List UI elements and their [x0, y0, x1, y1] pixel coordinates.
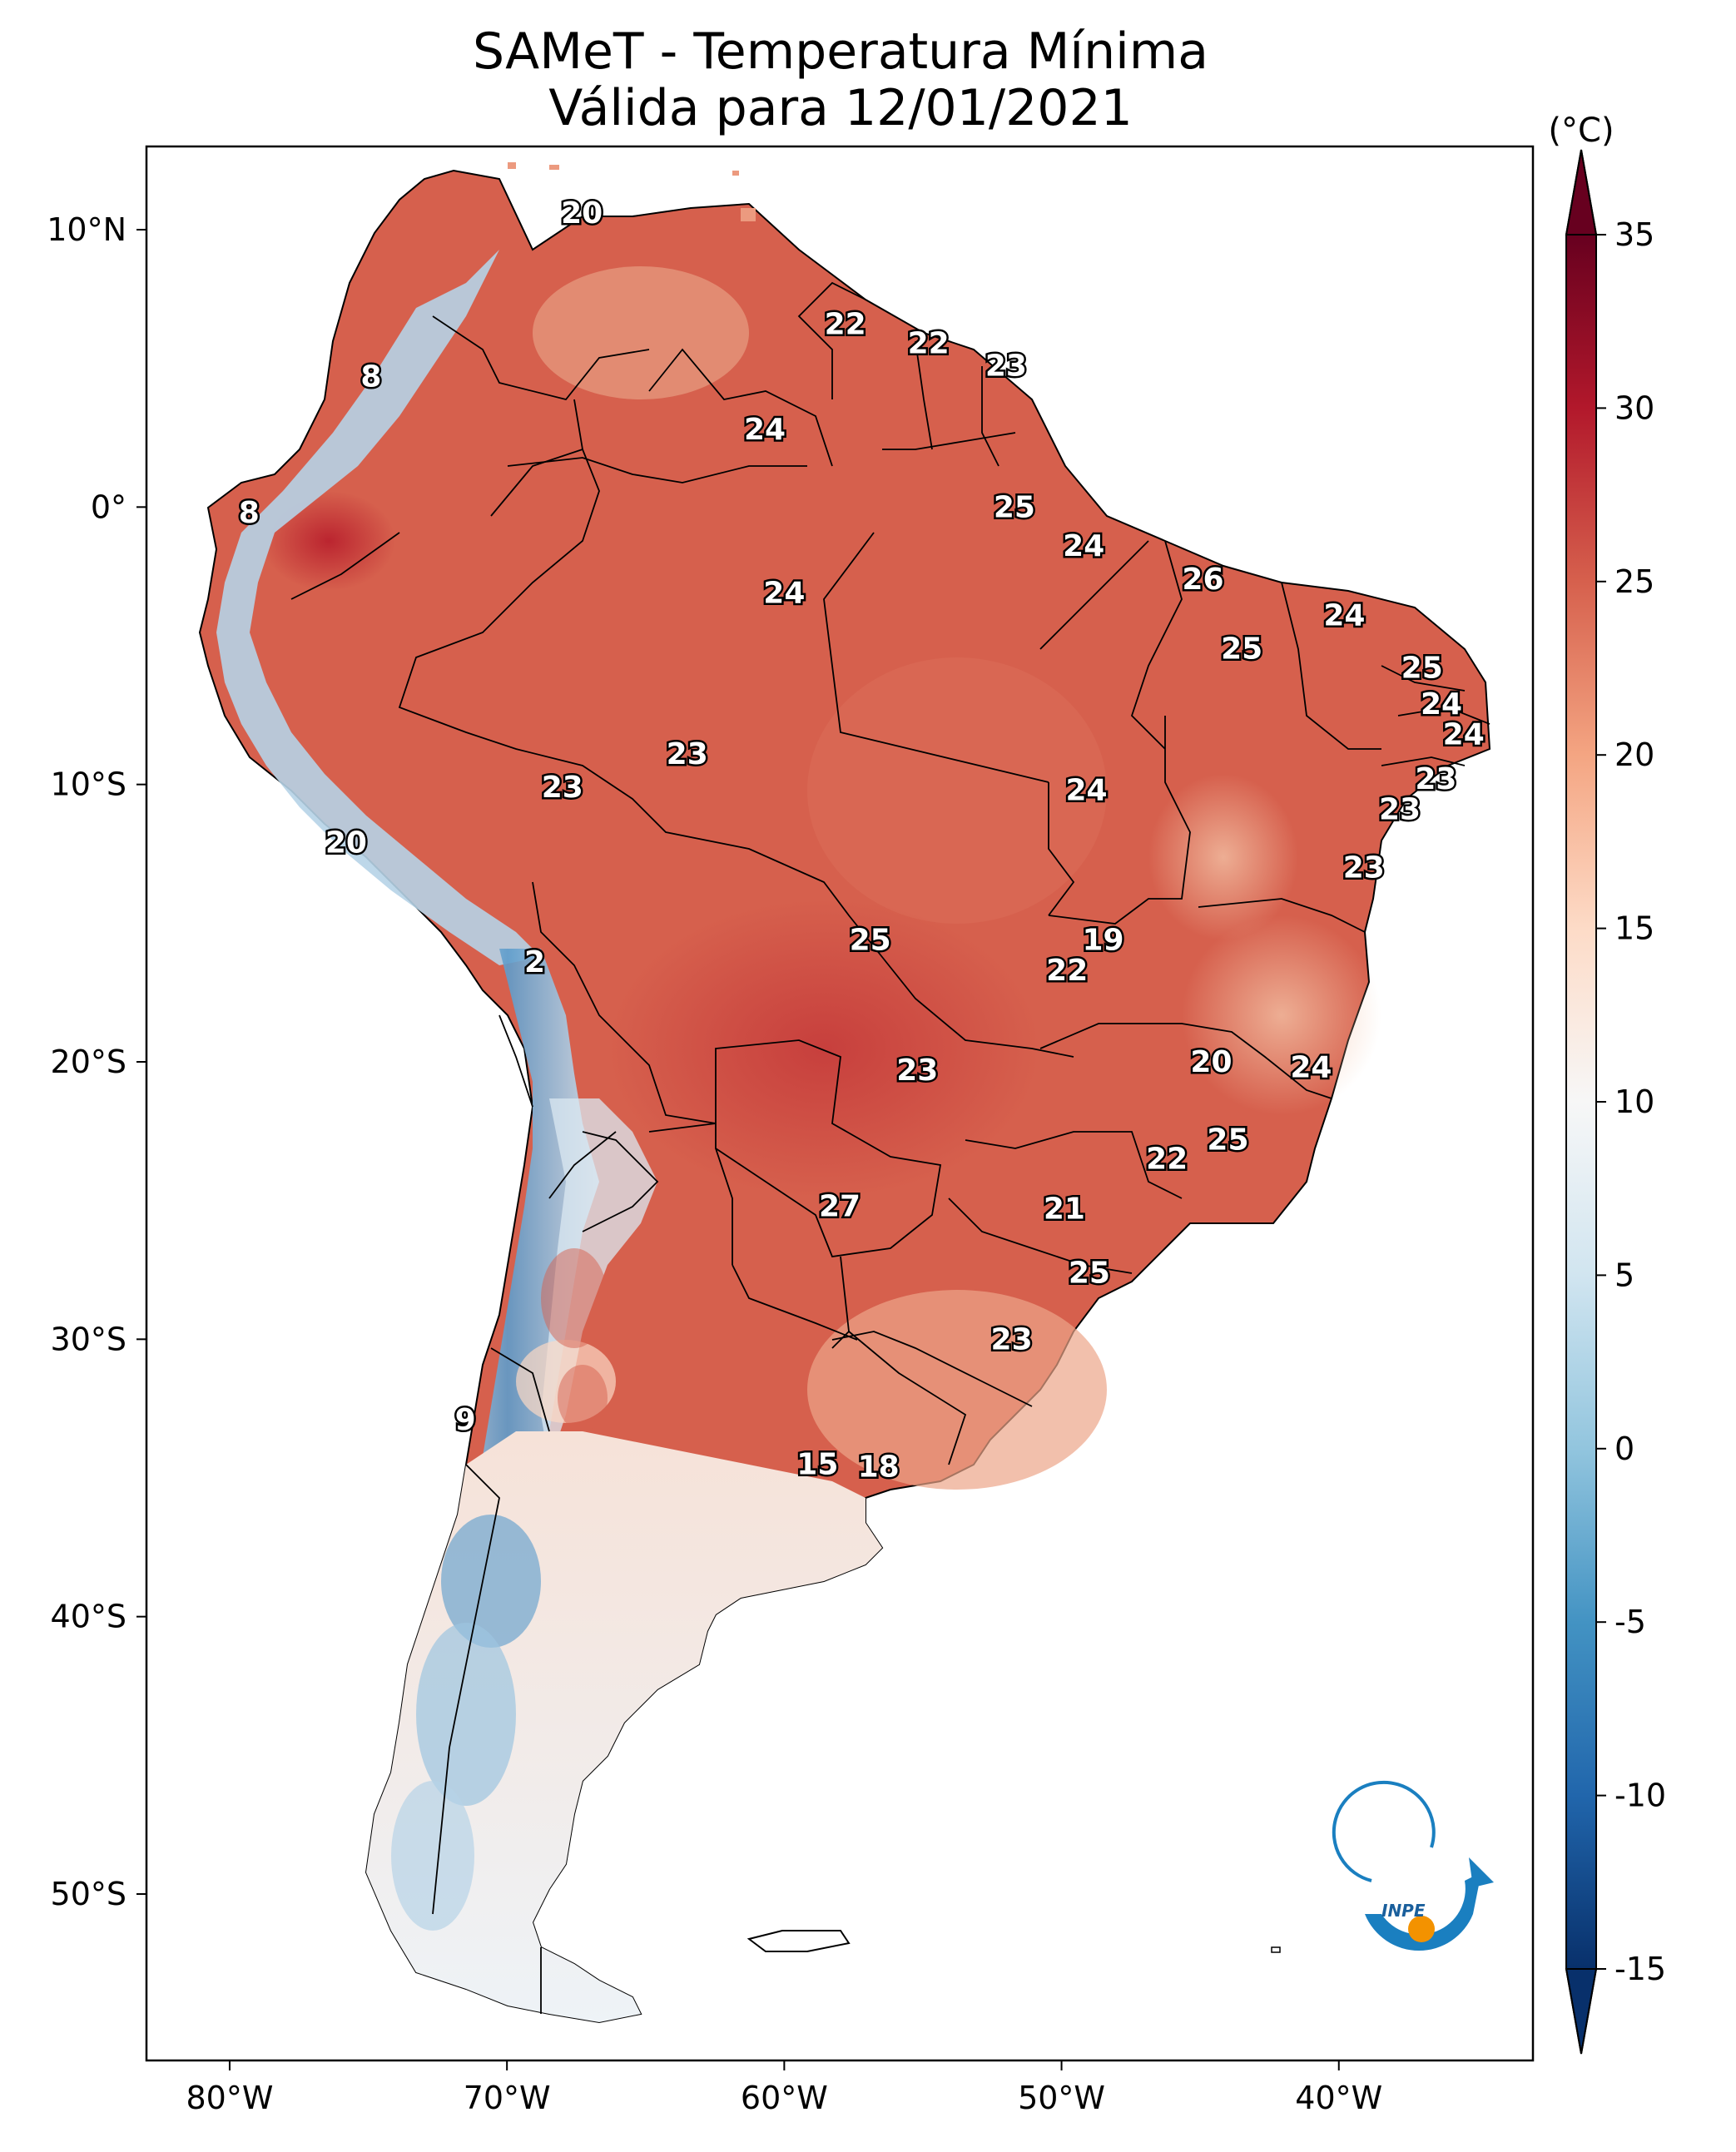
temperature-value-label: 23 — [667, 737, 708, 771]
temperature-value-label: 25 — [1401, 652, 1443, 686]
temperature-value-label: 24 — [1421, 687, 1462, 721]
colorbar-unit: (°C) — [1548, 112, 1614, 150]
longitude-axis: 80°W 70°W 60°W 50°W 40°W — [186, 2060, 1382, 2116]
temperature-value-label: 25 — [1207, 1123, 1248, 1157]
temperature-value-label: 24 — [1443, 718, 1485, 752]
temperature-value-label: 22 — [825, 307, 866, 341]
colorbar-tick-label: -10 — [1614, 1778, 1666, 1814]
temperature-value-label: 24 — [1063, 529, 1104, 563]
colorbar-tick-label: 5 — [1614, 1257, 1634, 1293]
temperature-value-label: 25 — [1069, 1256, 1110, 1290]
colorbar-tick-label: 20 — [1614, 736, 1654, 773]
colorbar-body — [1566, 235, 1596, 1969]
latitude-axis: 10°N 0° 10°S 20°S 30°S 40°S 50°S — [47, 211, 146, 1912]
colorbar-min-triangle — [1565, 1968, 1598, 2055]
logo-text: INPE — [1381, 1901, 1426, 1921]
temperature-value-label: 25 — [850, 923, 891, 957]
lon-tick-label: 40°W — [1295, 2080, 1382, 2116]
temperature-value-label: 8 — [239, 496, 260, 530]
lon-tick-label: 50°W — [1018, 2080, 1105, 2116]
temperature-value-label: 2 — [524, 945, 545, 979]
temperature-value-label: 18 — [858, 1450, 900, 1485]
temperature-value-label: 23 — [896, 1054, 938, 1088]
colorbar-max-triangle — [1565, 149, 1598, 236]
temperature-value-label: 24 — [763, 577, 805, 611]
colorbar-tick-label: -5 — [1614, 1604, 1646, 1640]
temperature-value-label: 25 — [1221, 632, 1262, 666]
temperature-value-label: 23 — [1415, 762, 1456, 796]
colorbar-tick-label: 25 — [1614, 563, 1654, 600]
colorbar-tick-label: 0 — [1614, 1431, 1634, 1467]
lat-tick-label: 20°S — [51, 1044, 126, 1080]
temperature-value-label: 19 — [1082, 923, 1123, 957]
title-line-1: SAMeT - Temperatura Mínima — [472, 22, 1209, 81]
lat-tick-label: 30°S — [51, 1321, 126, 1357]
temperature-value-label: 21 — [1044, 1193, 1085, 1227]
temperature-value-label: 20 — [561, 196, 603, 231]
logo-arrow-icon — [1365, 1872, 1481, 1951]
temperature-value-label: 24 — [1323, 598, 1365, 632]
lat-tick-label: 10°N — [47, 211, 126, 248]
temperature-value-label: 24 — [744, 413, 786, 447]
temperature-value-label: 9 — [455, 1403, 476, 1437]
lat-tick-label: 10°S — [51, 766, 126, 803]
andes-north-cold — [216, 250, 541, 965]
temperature-value-label: 26 — [1182, 563, 1223, 597]
lat-tick-label: 0° — [91, 488, 126, 525]
colorbar-tick-label: -15 — [1614, 1951, 1666, 1987]
temperature-value-label: 25 — [994, 490, 1035, 524]
temperature-value-label: 22 — [908, 327, 950, 361]
lat-tick-label: 40°S — [51, 1599, 126, 1635]
temperature-value-label: 24 — [1065, 773, 1107, 807]
temperature-value-label: 23 — [985, 349, 1027, 383]
map-title: SAMeT - Temperatura Mínima Válida para 1… — [146, 23, 1535, 136]
temperature-value-label: 20 — [1190, 1045, 1232, 1079]
colorbar-tick-label: 35 — [1614, 216, 1654, 253]
colorbar-tick-label: 15 — [1614, 910, 1654, 947]
temperature-value-label: 23 — [991, 1322, 1033, 1356]
map-frame — [145, 145, 1535, 2062]
temperature-value-label: 20 — [325, 826, 367, 860]
colorbar: 35 30 25 20 15 10 5 0 -5 -10 -15 (°C) — [1548, 112, 1666, 2055]
inpe-logo: INPE — [1332, 1780, 1494, 1951]
temperature-value-label: 22 — [1146, 1143, 1188, 1177]
lat-tick-label: 50°S — [51, 1876, 126, 1912]
temperature-value-label: 24 — [1290, 1051, 1332, 1085]
temperature-value-label: 22 — [1046, 954, 1088, 988]
temperature-value-label: 8 — [360, 360, 381, 394]
temperature-value-label: 27 — [819, 1189, 861, 1223]
colorbar-tick-label: 10 — [1614, 1083, 1654, 1120]
logo-dot-icon — [1408, 1916, 1435, 1942]
lon-tick-label: 70°W — [464, 2080, 551, 2116]
title-line-2: Válida para 12/01/2021 — [548, 79, 1133, 137]
temperature-value-label: 23 — [1379, 793, 1421, 827]
lon-tick-label: 60°W — [741, 2080, 828, 2116]
colorbar-tick-label: 30 — [1614, 389, 1654, 426]
temperature-value-label: 23 — [542, 771, 583, 805]
continent-layer — [198, 162, 1491, 2024]
political-borders — [290, 281, 1490, 2014]
lon-tick-label: 80°W — [186, 2080, 273, 2116]
temperature-value-label: 15 — [796, 1447, 838, 1481]
temperature-value-label: 23 — [1343, 851, 1385, 885]
